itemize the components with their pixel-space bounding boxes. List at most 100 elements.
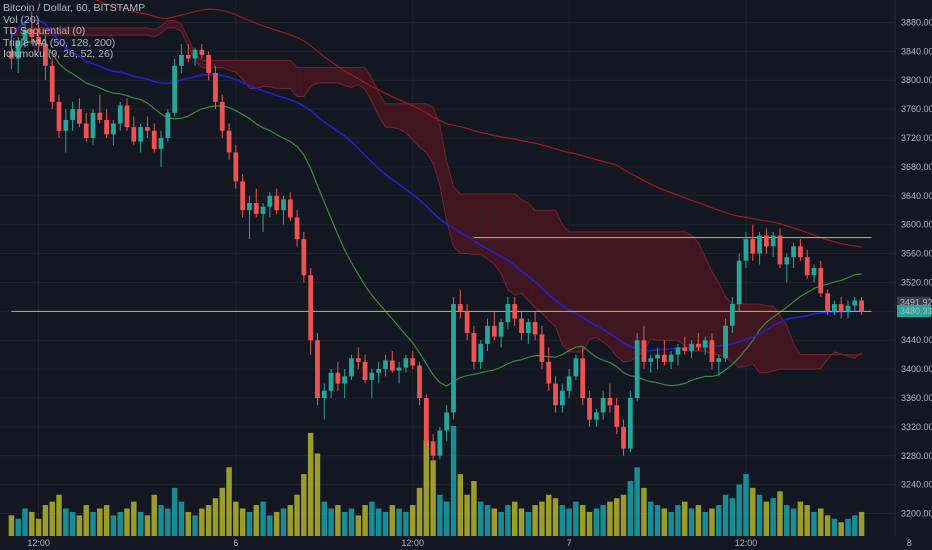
y-tick-label: 3400.00 bbox=[901, 364, 932, 374]
volume-bar bbox=[294, 494, 300, 536]
candle-body bbox=[417, 365, 422, 398]
volume-bar bbox=[750, 487, 756, 536]
candle-body bbox=[247, 203, 252, 211]
volume-bar bbox=[158, 505, 164, 536]
candle-body bbox=[573, 358, 579, 377]
volume-bar bbox=[736, 484, 742, 536]
candle-body bbox=[505, 304, 511, 323]
candle-body bbox=[362, 361, 368, 380]
candle-body bbox=[852, 300, 858, 306]
candle-body bbox=[287, 199, 293, 218]
ichimoku-cloud bbox=[303, 67, 311, 97]
volume-bar bbox=[8, 515, 15, 536]
volume-bar bbox=[22, 508, 28, 536]
volume-bar bbox=[403, 511, 409, 536]
candle-body bbox=[342, 376, 348, 384]
candle-body bbox=[634, 340, 640, 398]
volume-bar bbox=[280, 508, 287, 536]
ichimoku-cloud bbox=[514, 193, 522, 296]
volume-bar bbox=[695, 505, 702, 536]
candle-body bbox=[655, 354, 660, 359]
ichimoku-cloud bbox=[174, 20, 182, 32]
ichimoku-cloud bbox=[235, 60, 243, 80]
volume-bar bbox=[110, 515, 117, 536]
ichimoku-cloud bbox=[535, 210, 542, 314]
volume-bar bbox=[287, 505, 293, 536]
ichimoku-cloud bbox=[487, 193, 495, 265]
volume-bar bbox=[566, 508, 572, 536]
candle-body bbox=[464, 311, 470, 333]
volume-bar bbox=[804, 505, 810, 536]
candle-body bbox=[566, 376, 572, 391]
volume-bar bbox=[76, 515, 83, 536]
ichimoku-cloud bbox=[405, 103, 413, 140]
volume-bar bbox=[49, 501, 55, 536]
candle-body bbox=[546, 361, 552, 384]
volume-bar bbox=[239, 508, 246, 536]
candle-body bbox=[723, 325, 728, 359]
ichimoku-cloud bbox=[637, 231, 644, 357]
ichimoku-cloud bbox=[460, 193, 468, 254]
candle-body bbox=[716, 358, 722, 362]
ichimoku-cloud bbox=[745, 304, 753, 367]
candle-body bbox=[498, 322, 504, 337]
candle-body bbox=[451, 304, 456, 413]
y-tick-label: 3320.00 bbox=[901, 422, 932, 432]
ichimoku-cloud bbox=[276, 60, 284, 89]
ichimoku-cloud bbox=[705, 257, 712, 355]
volume-bar bbox=[192, 515, 198, 536]
volume-bar bbox=[199, 508, 205, 536]
ichimoku-cloud bbox=[154, 26, 162, 37]
candle-body bbox=[29, 29, 35, 37]
volume-bar bbox=[117, 511, 123, 536]
volume-bar bbox=[552, 498, 559, 536]
volume-bar bbox=[811, 511, 817, 536]
price-label: 3491.92 bbox=[900, 298, 932, 308]
y-tick-label: 3200.00 bbox=[901, 509, 932, 519]
ichimoku-cloud bbox=[290, 60, 298, 97]
volume-bar bbox=[790, 508, 797, 536]
volume-bar bbox=[328, 508, 334, 536]
chart-legend: Bitcoin / Dollar, 60, BITSTAMP Vol (20) … bbox=[3, 2, 145, 61]
legend-td-sequential: TD Sequential (0) bbox=[3, 25, 86, 37]
volume-bar bbox=[675, 505, 681, 536]
ichimoku-cloud bbox=[589, 231, 597, 340]
ichimoku-cloud bbox=[630, 231, 638, 361]
volume-bar bbox=[614, 498, 620, 536]
volume-bar bbox=[627, 481, 634, 536]
candle-body bbox=[559, 390, 565, 406]
candle-body bbox=[587, 398, 592, 420]
candle-body bbox=[15, 40, 21, 59]
ichimoku-cloud bbox=[439, 125, 447, 222]
ichimoku-cloud bbox=[671, 231, 678, 341]
ichimoku-cloud bbox=[351, 67, 359, 88]
ma-50-line bbox=[10, 40, 862, 387]
ichimoku-cloud bbox=[337, 67, 345, 86]
candle-body bbox=[607, 398, 613, 406]
volume-bar bbox=[600, 505, 606, 536]
volume-bar bbox=[511, 501, 518, 536]
y-tick-label: 3360.00 bbox=[901, 393, 932, 403]
ichimoku-cloud bbox=[467, 193, 474, 255]
candle-body bbox=[791, 246, 796, 258]
volume-bar bbox=[518, 508, 525, 536]
volume-bar bbox=[777, 491, 783, 536]
volume-bar bbox=[226, 467, 232, 536]
ichimoku-cloud bbox=[344, 67, 352, 88]
ichimoku-cloud bbox=[147, 27, 155, 37]
x-tick-label: 7 bbox=[567, 538, 572, 548]
volume-bar bbox=[335, 505, 341, 536]
candle-body bbox=[804, 257, 810, 276]
ichimoku-span-b bbox=[11, 20, 862, 356]
volume-bar bbox=[103, 505, 110, 536]
volume-bar bbox=[301, 474, 307, 536]
ichimoku-cloud bbox=[59, 27, 66, 36]
volume-bar bbox=[314, 453, 321, 536]
ichimoku-cloud bbox=[555, 210, 563, 345]
ichimoku-cloud bbox=[385, 103, 393, 128]
legend-volume: Vol (20) bbox=[3, 13, 40, 26]
ichimoku-cloud bbox=[711, 271, 719, 355]
ichimoku-cloud bbox=[331, 67, 338, 83]
volume-bar bbox=[382, 511, 389, 536]
